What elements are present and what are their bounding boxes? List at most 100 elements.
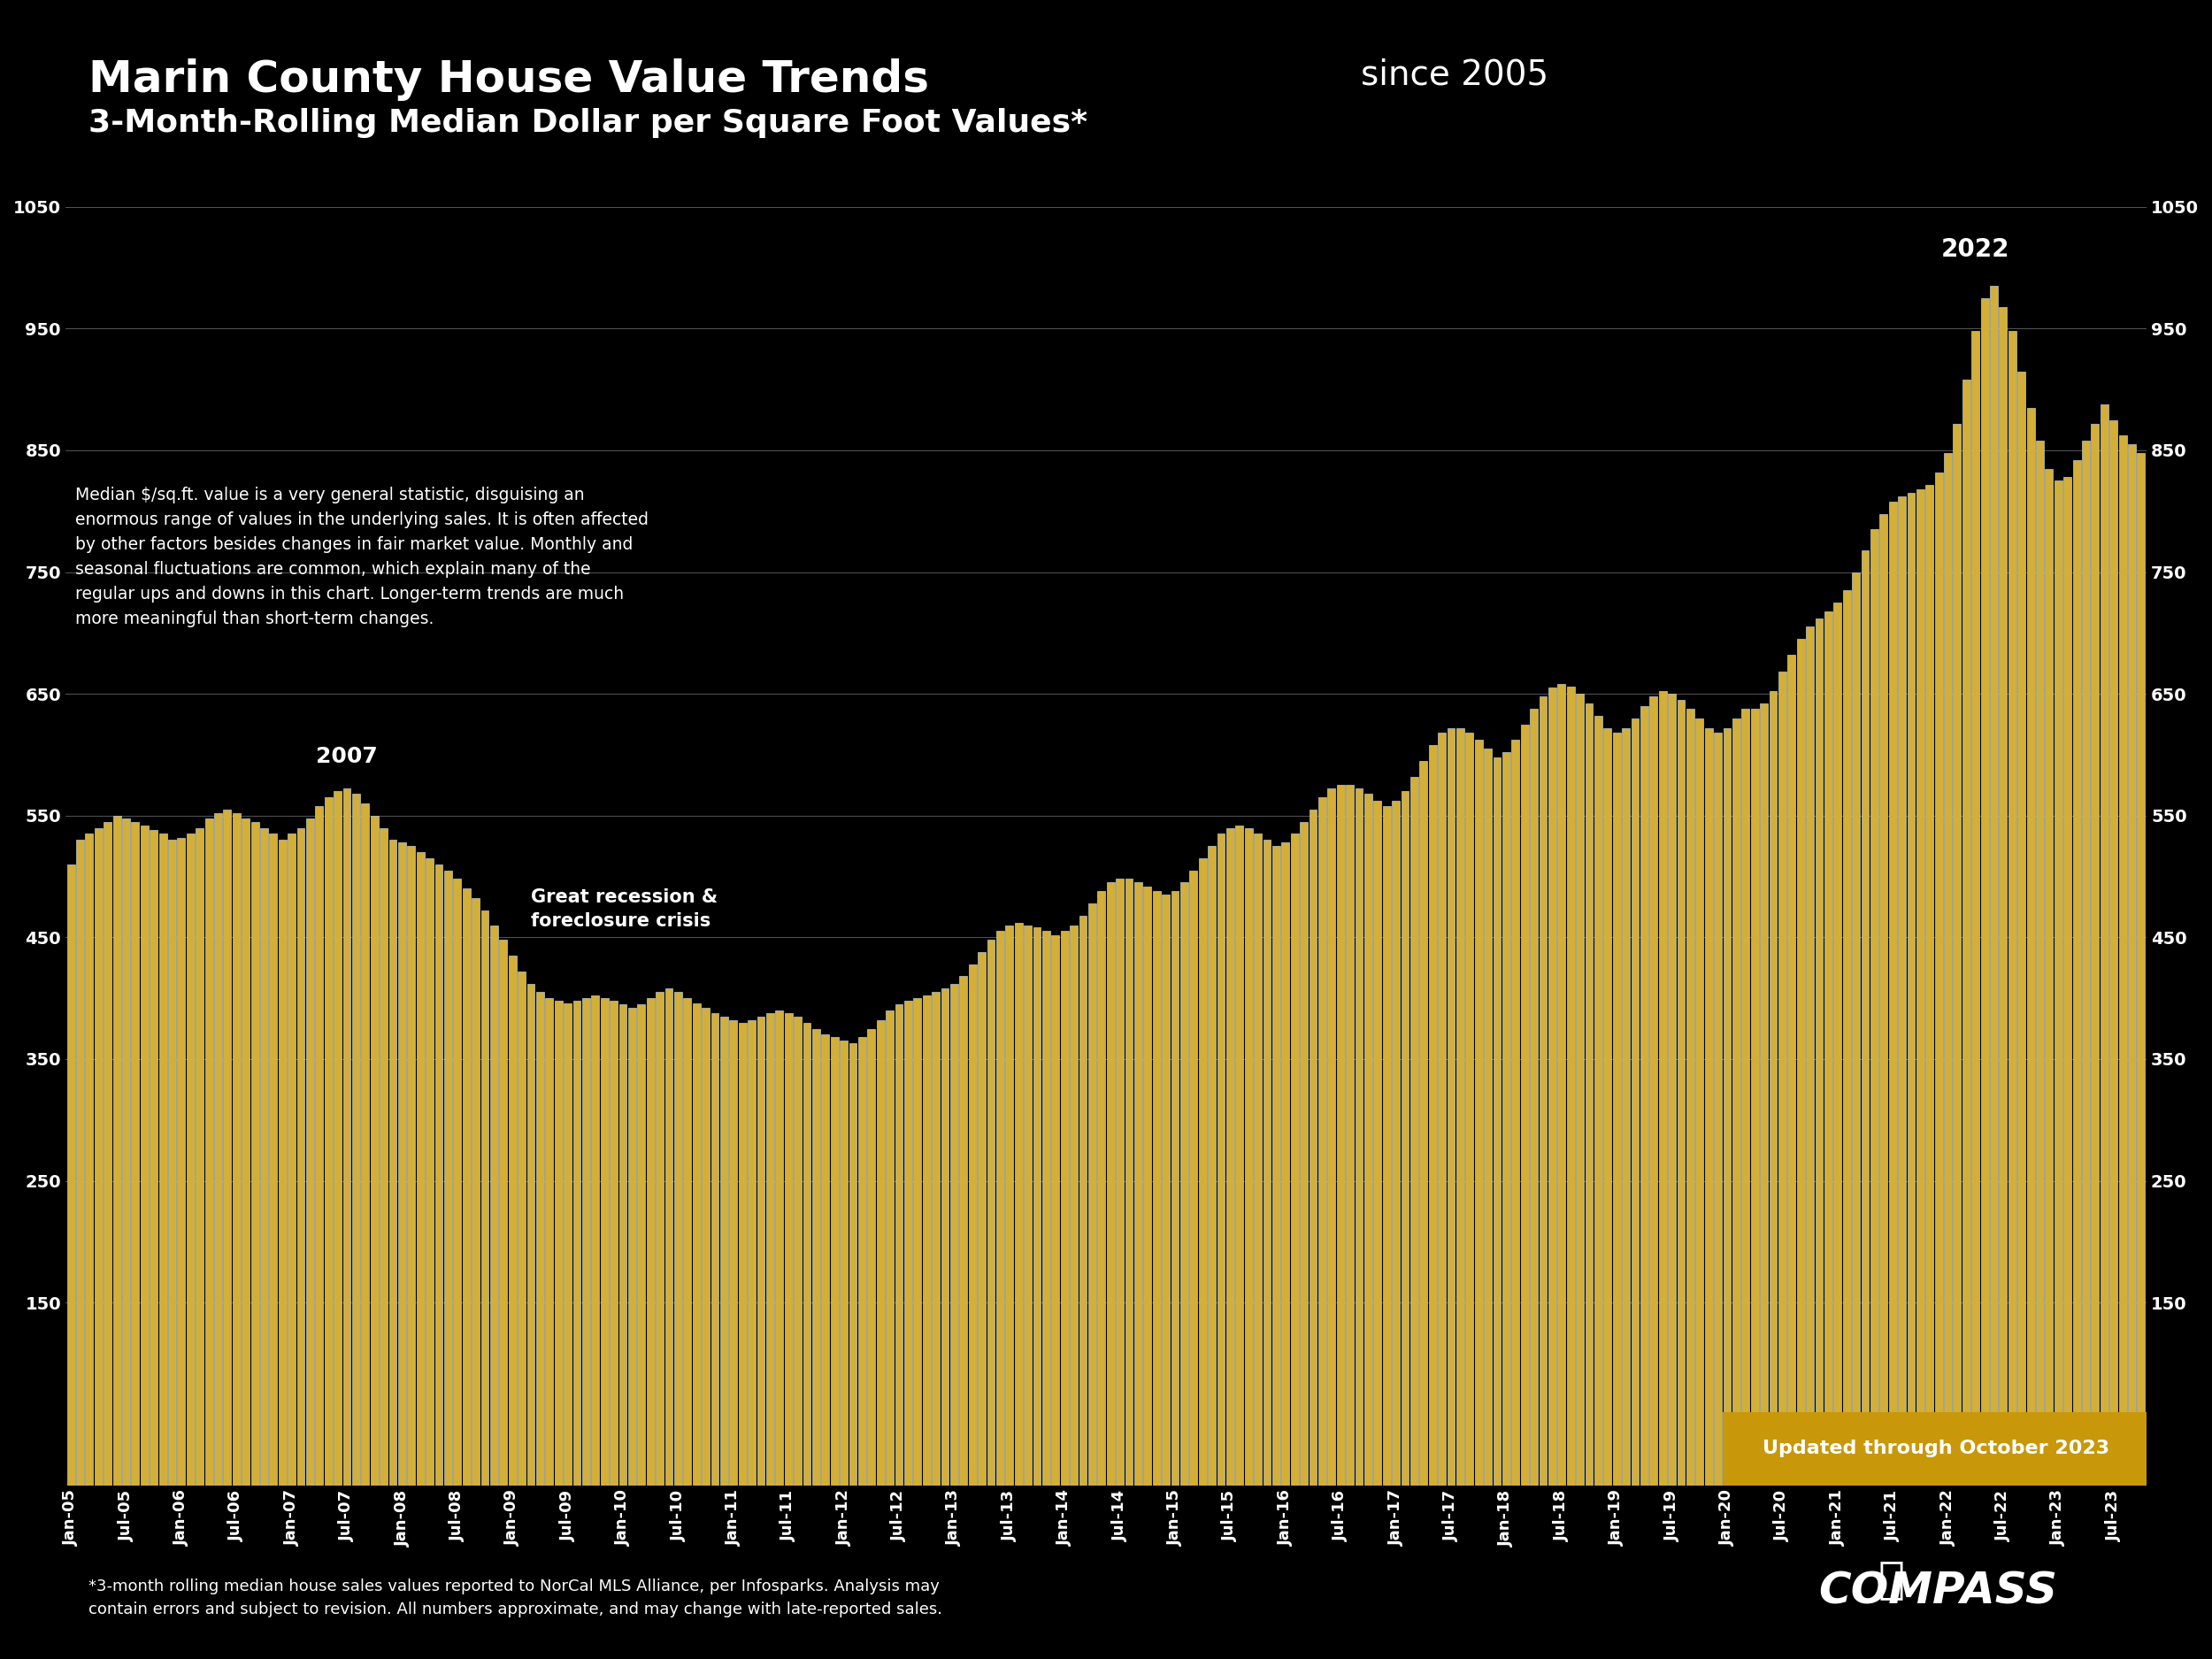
Bar [142,825,148,1485]
Bar [197,828,204,1485]
Text: 2007: 2007 [316,745,378,766]
Bar [1024,926,1031,1485]
Bar [1575,693,1584,1485]
Bar [922,995,931,1485]
Bar [1217,834,1225,1485]
Bar [1770,692,1776,1485]
Bar [602,999,608,1485]
Bar [491,926,498,1485]
Bar [1586,703,1593,1485]
Bar [1595,715,1601,1485]
Bar [1741,708,1750,1485]
Bar [776,1010,783,1485]
Bar [1834,602,1840,1485]
Bar [1455,728,1464,1485]
Bar [1557,684,1566,1485]
Bar [1796,639,1805,1485]
Bar [1531,708,1537,1485]
Bar [1962,380,1971,1485]
Bar [1015,922,1022,1485]
Bar [1732,718,1741,1485]
Bar [1199,858,1206,1485]
Bar [1484,748,1491,1485]
Bar [1420,761,1427,1485]
Bar [1944,453,1951,1485]
Text: Marin County House Value Trends: Marin County House Value Trends [88,58,945,101]
Bar [2119,436,2126,1485]
Bar [841,1040,847,1485]
Bar [1613,733,1621,1485]
Bar [1126,879,1133,1485]
Bar [1391,801,1400,1485]
Bar [885,1010,894,1485]
Bar [2046,468,2053,1485]
Bar [1816,619,1823,1485]
Bar [960,975,967,1485]
Bar [1750,708,1759,1485]
Bar [1493,757,1502,1485]
Bar [1237,825,1243,1485]
Bar [416,853,425,1485]
Bar [1548,688,1557,1485]
Bar [1106,883,1115,1485]
Bar [471,899,480,1485]
Bar [611,1000,617,1485]
Bar [279,839,285,1485]
Bar [425,858,434,1485]
Bar [1936,473,1942,1485]
Bar [803,1022,812,1485]
Bar [518,972,526,1485]
Bar [250,821,259,1485]
Bar [2137,453,2146,1485]
Bar [582,999,591,1485]
Bar [1871,529,1878,1485]
Bar [978,952,987,1485]
Bar [931,992,940,1485]
Bar [1714,733,1721,1485]
Bar [462,889,471,1485]
Bar [1511,740,1520,1485]
Bar [1190,871,1197,1485]
Bar [215,813,221,1485]
Bar [987,939,995,1485]
Bar [1152,891,1161,1485]
Bar [75,839,84,1485]
Bar [206,818,212,1485]
Bar [1382,806,1391,1485]
Bar [343,788,352,1485]
Bar [858,1037,867,1485]
Bar [1880,514,1887,1485]
Bar [1566,687,1575,1485]
Bar [1778,672,1787,1485]
Bar [1281,843,1290,1485]
Bar [1292,834,1298,1485]
Bar [1971,332,1980,1485]
Bar [113,816,122,1485]
Bar [232,813,241,1485]
Bar [407,846,416,1485]
Bar [785,1012,792,1485]
Text: Updated through October 2023: Updated through October 2023 [1763,1440,2110,1458]
Bar [2128,445,2137,1485]
Bar [1327,788,1336,1485]
Bar [995,931,1004,1485]
Bar [591,995,599,1485]
Bar [1621,728,1630,1485]
Bar [655,992,664,1485]
Bar [1502,752,1511,1485]
Bar [1825,611,1832,1485]
Bar [526,984,535,1485]
Bar [453,879,462,1485]
Bar [896,1004,902,1485]
Bar [1318,798,1327,1485]
Bar [535,992,544,1485]
Bar [1604,728,1610,1485]
Bar [159,834,166,1485]
Bar [2055,481,2062,1485]
Bar [794,1017,801,1485]
Bar [104,821,111,1485]
Bar [1843,591,1851,1485]
Bar [2064,478,2070,1485]
Bar [1345,785,1354,1485]
Bar [1161,894,1170,1485]
